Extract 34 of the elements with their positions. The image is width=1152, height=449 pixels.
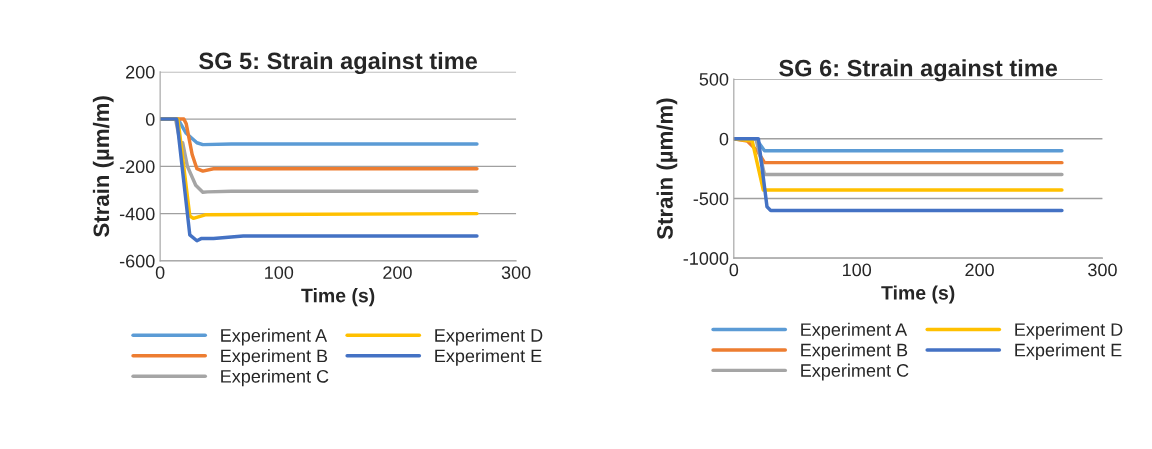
x-tick-label: 0 <box>155 266 165 279</box>
legend-label: Experiment A <box>801 322 908 340</box>
y-tick-label: -1000 <box>683 252 729 265</box>
y-tick-label: -400 <box>119 207 155 221</box>
legend-label: Experiment D <box>1015 322 1123 340</box>
x-axis-title: Time (s) <box>881 285 955 304</box>
y-axis-title: Strain (µm/m) <box>656 98 678 240</box>
legend-label: Experiment D <box>435 328 543 346</box>
y-axis-title: Strain (µm/m) <box>92 96 114 237</box>
y-tick-label: -500 <box>693 192 729 206</box>
y-tick-label: 0 <box>719 132 729 146</box>
legend-label: Experiment E <box>1015 343 1122 360</box>
y-tick-label: -600 <box>119 254 155 268</box>
legend-label: Experiment C <box>221 369 329 387</box>
x-tick-label: 300 <box>1088 263 1117 277</box>
x-axis-title: Time (s) <box>301 288 375 307</box>
y-tick-label: 500 <box>699 72 729 86</box>
legend-label: Experiment B <box>221 349 328 366</box>
legend-label: Experiment B <box>801 343 908 360</box>
x-tick-label: 300 <box>501 266 531 279</box>
y-tick-label: -200 <box>119 160 155 174</box>
x-tick-label: 200 <box>383 266 412 279</box>
chart-title: SG 5: Strain against time <box>199 51 478 75</box>
chart-title: SG 6: Strain against time <box>779 59 1058 82</box>
x-tick-label: 200 <box>965 263 994 277</box>
line-series <box>160 117 479 243</box>
x-tick-label: 100 <box>843 263 872 277</box>
legend-label: Experiment C <box>801 363 909 381</box>
y-tick-label: 200 <box>126 65 155 79</box>
y-tick-label: 0 <box>145 113 155 126</box>
x-tick-label: 0 <box>729 263 739 277</box>
legend-label: Experiment E <box>435 349 542 366</box>
legend-label: Experiment A <box>221 328 328 346</box>
x-tick-label: 100 <box>265 266 294 279</box>
